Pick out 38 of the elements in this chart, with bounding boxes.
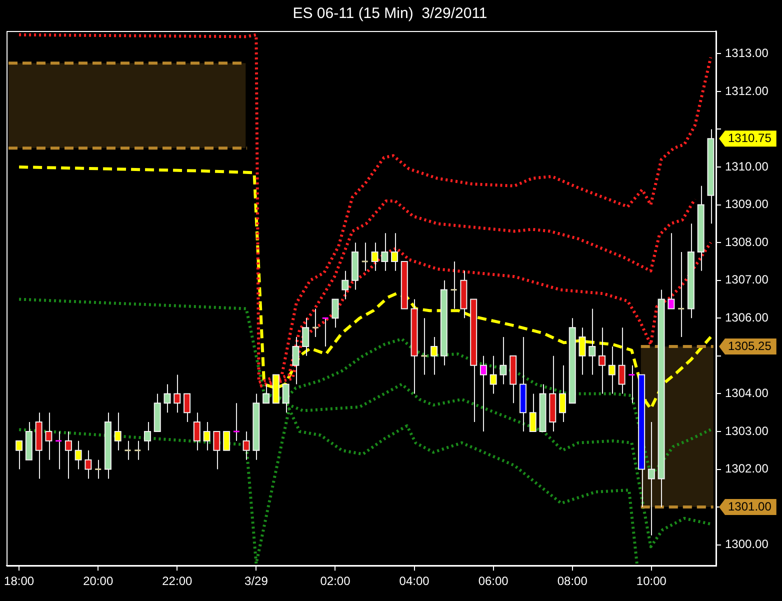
x-tick-label: 04:00 [399, 574, 430, 588]
x-tick-label: 10:00 [636, 574, 667, 588]
candlestick [361, 242, 369, 272]
candlestick [677, 252, 685, 338]
annotation: 1310.75 [728, 130, 772, 145]
x-tick-label: 06:00 [478, 574, 509, 588]
y-tick-label: 1309.00 [725, 197, 769, 212]
candlestick [312, 308, 320, 338]
y-tick-label: 1302.00 [725, 462, 769, 476]
line-series [18, 166, 712, 410]
candlestick [54, 430, 62, 470]
x-tick-label: 02:00 [320, 574, 351, 588]
candlestick [420, 318, 428, 376]
y-tick-label: 1307.00 [725, 272, 769, 287]
x-tick-label: 3/29 [244, 574, 268, 588]
candlestick [124, 440, 132, 460]
chart-title: ES 06-11 (15 Min) 3/29/2011 [292, 5, 488, 22]
y-tick-label: 1306.00 [725, 310, 769, 324]
candlestick [134, 440, 142, 460]
line-series [18, 33, 712, 384]
y-tick-label: 1312.00 [725, 84, 769, 98]
candlestick [450, 260, 458, 310]
x-tick-label: 22:00 [162, 574, 192, 588]
x-tick-label: 08:00 [557, 574, 588, 588]
candlestick [628, 364, 636, 404]
x-tick-label: 20:00 [83, 574, 114, 588]
candlestick [322, 317, 330, 347]
y-tick-label: 1304.00 [725, 386, 769, 400]
y-tick-label: 1303.00 [725, 424, 769, 438]
candlestick [94, 459, 102, 480]
y-tick-label: 1308.00 [725, 234, 769, 249]
candlestick [232, 402, 240, 442]
y-tick-label: 1313.00 [725, 46, 769, 60]
y-tick-label: 1310.00 [725, 159, 769, 174]
x-tick-label: 18:00 [4, 574, 34, 588]
annotation: 1301.00 [728, 499, 772, 514]
annotation: 1305.25 [728, 338, 772, 353]
y-tick-label: 1300.00 [725, 537, 769, 552]
